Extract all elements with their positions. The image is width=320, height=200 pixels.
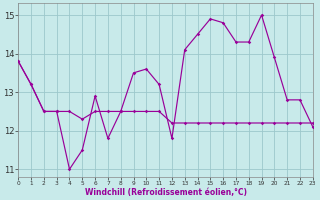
X-axis label: Windchill (Refroidissement éolien,°C): Windchill (Refroidissement éolien,°C) [84,188,246,197]
